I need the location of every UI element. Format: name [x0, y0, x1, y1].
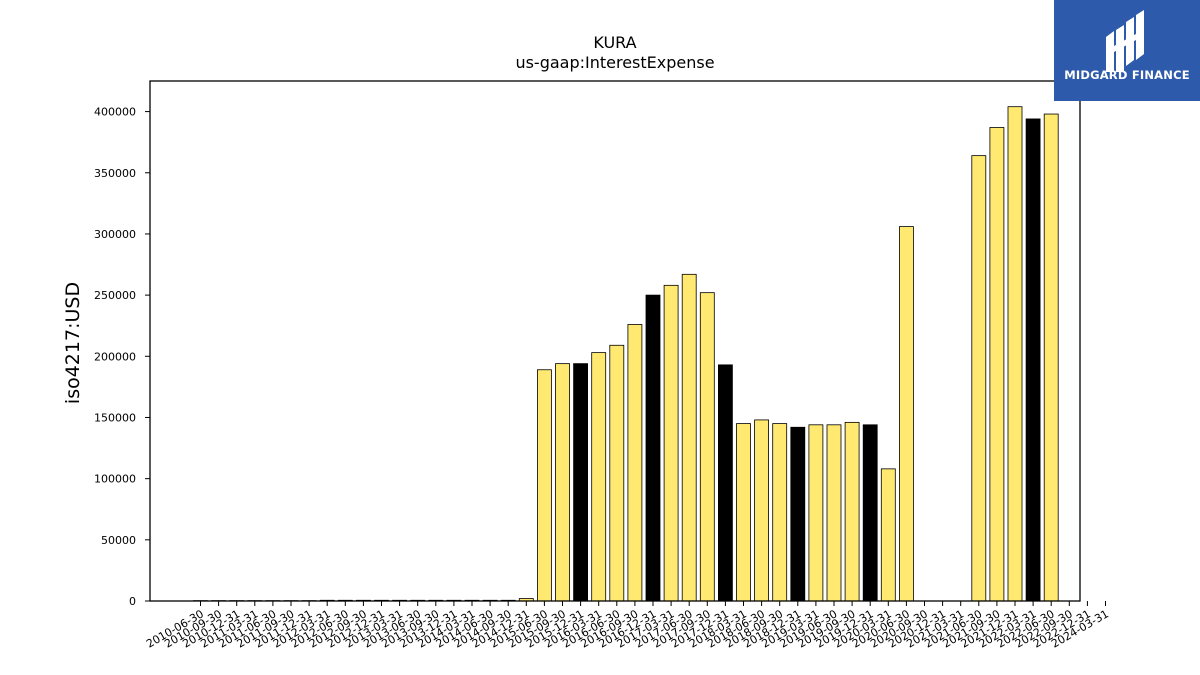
bar-2015-09-30 [555, 363, 570, 602]
bar-2018-06-30 [754, 419, 769, 602]
bar-2019-06-30 [826, 424, 842, 602]
bar-2015-06-30 [537, 369, 552, 602]
bar-2019-03-31 [808, 424, 824, 602]
chart-subtitle: us-gaap:InterestExpense [515, 53, 714, 72]
bar-2017-03-31 [663, 284, 679, 602]
y-tick-label: 300000 [94, 228, 136, 241]
bar-2019-09-30 [844, 421, 860, 602]
bar-2018-09-30 [772, 423, 788, 602]
bar-2022-03-31 [1025, 118, 1041, 602]
bar-2021-12-31 [1007, 106, 1023, 602]
y-axis-label: iso4217:USD [62, 282, 84, 404]
bar-2016-09-30 [627, 324, 643, 602]
midgard-logo-icon [1054, 0, 1200, 101]
logo-text: MIDGARD FINANCE [1064, 68, 1190, 82]
x-ticks-group: 2010-06-302010-09-302010-12-312011-03-31… [144, 601, 1111, 651]
y-ticks-group: 0 50000 100000 150000 200000 250000 300000 3500… [94, 106, 150, 608]
bars-group [193, 106, 1059, 602]
y-tick-label: 0 [129, 595, 136, 608]
bar-2020-06-30 [899, 226, 914, 602]
brand-logo: MIDGARD FINANCE [1054, 0, 1200, 101]
y-tick-label: 350000 [94, 167, 136, 180]
bar-2016-12-31 [645, 294, 661, 602]
bar-2021-09-30 [989, 127, 1005, 602]
y-tick-label: 100000 [94, 473, 136, 486]
bar-2022-06-30 [1043, 113, 1059, 602]
bar-2016-06-30 [609, 344, 625, 602]
bar-2015-12-31 [573, 363, 588, 602]
bar-2017-09-30 [699, 292, 715, 602]
bar-2020-03-31 [880, 468, 896, 602]
y-tick-label: 50000 [101, 534, 136, 547]
bar-2017-12-31 [718, 364, 733, 602]
bar-2019-12-31 [862, 424, 878, 602]
plot-frame [149, 80, 1081, 602]
y-tick-label: 200000 [94, 350, 136, 363]
bar-2018-03-31 [736, 423, 751, 602]
y-tick-label: 250000 [94, 289, 136, 302]
y-tick-label: 150000 [94, 411, 136, 424]
y-tick-label: 400000 [94, 106, 136, 119]
bar-2018-12-31 [790, 426, 806, 602]
chart-title: KURA [593, 33, 636, 52]
bar-2017-06-30 [681, 273, 697, 602]
bar-2016-03-31 [591, 352, 607, 602]
bar-2021-06-30 [971, 155, 987, 602]
